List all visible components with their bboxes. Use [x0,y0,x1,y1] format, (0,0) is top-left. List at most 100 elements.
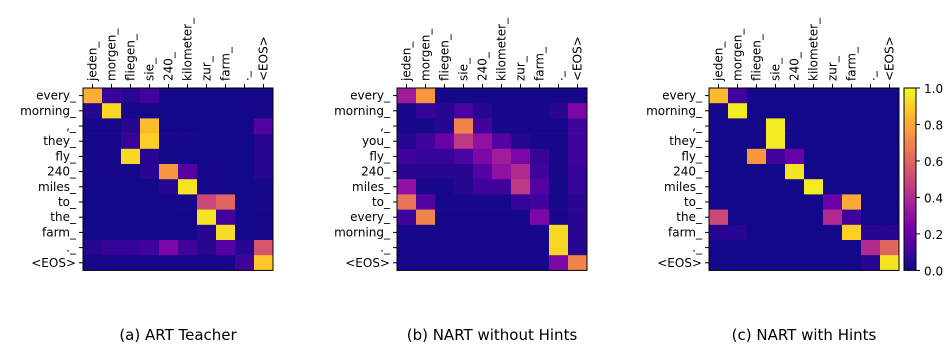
heatmap-cell [823,118,843,134]
heatmap-cell [530,164,550,180]
heatmap-cell [254,88,274,104]
y-tick-label: the_ [676,210,703,224]
heatmap-cell [216,179,236,195]
y-tick-label: miles_ [38,180,77,194]
heatmap-cell [473,194,493,210]
heatmap-cell [197,224,217,241]
heatmap-cell [416,194,436,210]
y-tick-label: the_ [50,210,77,224]
heatmap-cell [102,118,122,134]
heatmap-cell [861,240,881,256]
heatmap-cell [861,209,881,226]
y-tick-label: <EOS> [657,256,702,270]
heatmap-cell [216,209,236,226]
x-tick-label: jeden_ [400,41,414,82]
y-tick-label: ._ [380,241,391,255]
y-tick-label: <EOS> [345,256,390,270]
heatmap-cell [709,118,729,134]
heatmap-cell [549,240,569,256]
heatmap-cell [823,240,843,256]
heatmap-cell [254,118,274,134]
heatmap-cell [766,255,786,271]
heatmap-cell [140,133,160,150]
y-tick-label: farm_ [668,225,703,239]
heatmap-cell [140,164,160,180]
heatmap-cell [766,88,786,104]
x-tick-label: fliegen_ [124,33,138,81]
heatmap-cell [254,179,274,195]
heatmap-cell [454,133,474,150]
heatmap-cell [568,209,588,226]
heatmap-cell [178,209,198,226]
colorbar-tick-label: 1.0 [924,82,943,96]
heatmap-cell [880,164,900,180]
heatmap-cell [511,88,531,104]
y-tick-label: morning_ [646,104,703,118]
heatmap-cell [473,240,493,256]
y-tick-label: morning_ [334,104,391,118]
heatmap-cell [454,103,474,119]
heatmap-cell [121,255,141,271]
heatmap-cell [785,103,805,119]
heatmap-cell [454,118,474,134]
heatmap-cell [140,179,160,195]
heatmap-cell [785,240,805,256]
heatmap-cell [823,179,843,195]
heatmap-cell [861,103,881,119]
x-tick-label: sie_ [143,57,157,81]
heatmap-cell [785,148,805,165]
heatmap-cell [254,255,274,271]
heatmap-cell [549,103,569,119]
heatmap-cell [530,118,550,134]
heatmap-cell [435,148,455,165]
heatmap-cell [728,209,748,226]
y-tick-label: 240_ [361,165,391,179]
heatmap-cell [454,240,474,256]
heatmap-cell [766,224,786,241]
heatmap-cell [140,209,160,226]
heatmap-cell [83,133,103,150]
heatmap-cell [880,103,900,119]
heatmap-cell [235,148,255,165]
y-tick-label: miles_ [664,180,703,194]
x-tick-label: zur_ [200,55,214,81]
heatmap-cell [121,88,141,104]
heatmap-cell [766,103,786,119]
heatmap-cell [102,194,122,210]
x-tick-label: ._ [864,70,878,81]
y-tick-label: miles_ [352,180,391,194]
heatmap-cell [235,164,255,180]
heatmap-cell [728,103,748,119]
heatmap-cell [804,118,824,134]
heatmap-cell [121,148,141,165]
heatmap-cell [804,148,824,165]
x-tick-label: 240_ [788,51,802,81]
x-tick-label: kilometer_ [181,17,195,81]
heatmap-cell [766,209,786,226]
heatmap-cell [747,194,767,210]
heatmap-cell [842,209,862,226]
heatmap-cell [880,148,900,165]
y-tick-label: 240_ [673,165,703,179]
heatmap-cell [178,179,198,195]
heatmap-cell [728,133,748,150]
heatmap-cell [785,224,805,241]
heatmap-cell [216,88,236,104]
heatmap-cell [728,88,748,104]
heatmap-cell [254,240,274,256]
heatmap-cell [140,103,160,119]
heatmap-cell [766,179,786,195]
heatmap-cell [804,164,824,180]
heatmap-cell [785,118,805,134]
heatmap-cell [235,194,255,210]
heatmap-cell [473,88,493,104]
heatmap-cell [785,88,805,104]
heatmap-cell [416,103,436,119]
y-tick-label: ,_ [692,119,703,133]
heatmap-cell [197,164,217,180]
heatmap-cell [397,118,417,134]
heatmap-cell [102,133,122,150]
heatmap-cell [842,179,862,195]
y-tick-label: ._ [692,241,703,255]
heatmap-cell [235,255,255,271]
